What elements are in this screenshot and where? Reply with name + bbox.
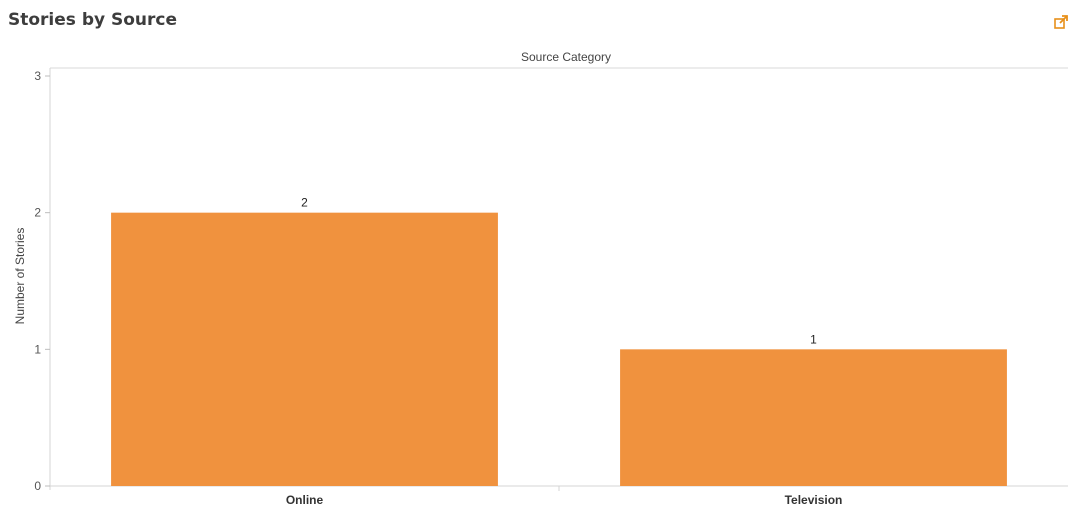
- y-tick-label: 2: [34, 206, 41, 220]
- chart-title: Stories by Source: [8, 10, 178, 30]
- y-tick-label: 3: [34, 69, 41, 83]
- bar-series: 21: [111, 196, 1007, 486]
- bar-television[interactable]: [620, 349, 1007, 486]
- x-category-label: Online: [286, 493, 324, 507]
- data-label: 1: [810, 332, 817, 346]
- x-axis-ticks: Online Television: [286, 486, 843, 507]
- x-category-label: Television: [785, 493, 843, 507]
- y-tick-label: 1: [34, 342, 41, 356]
- y-tick-label: 0: [34, 479, 41, 493]
- bar-chart: Source Category Number of Stories 0 1 2 3 2…: [13, 50, 1068, 507]
- column-header: Source Category: [521, 50, 611, 64]
- chart-header: Stories by Source: [0, 0, 1076, 44]
- y-axis-ticks: 0 1 2 3: [34, 69, 50, 493]
- bar-online[interactable]: [111, 212, 498, 486]
- data-label: 2: [301, 196, 308, 210]
- external-link-icon[interactable]: [1053, 14, 1069, 30]
- y-axis-title: Number of Stories: [13, 228, 27, 325]
